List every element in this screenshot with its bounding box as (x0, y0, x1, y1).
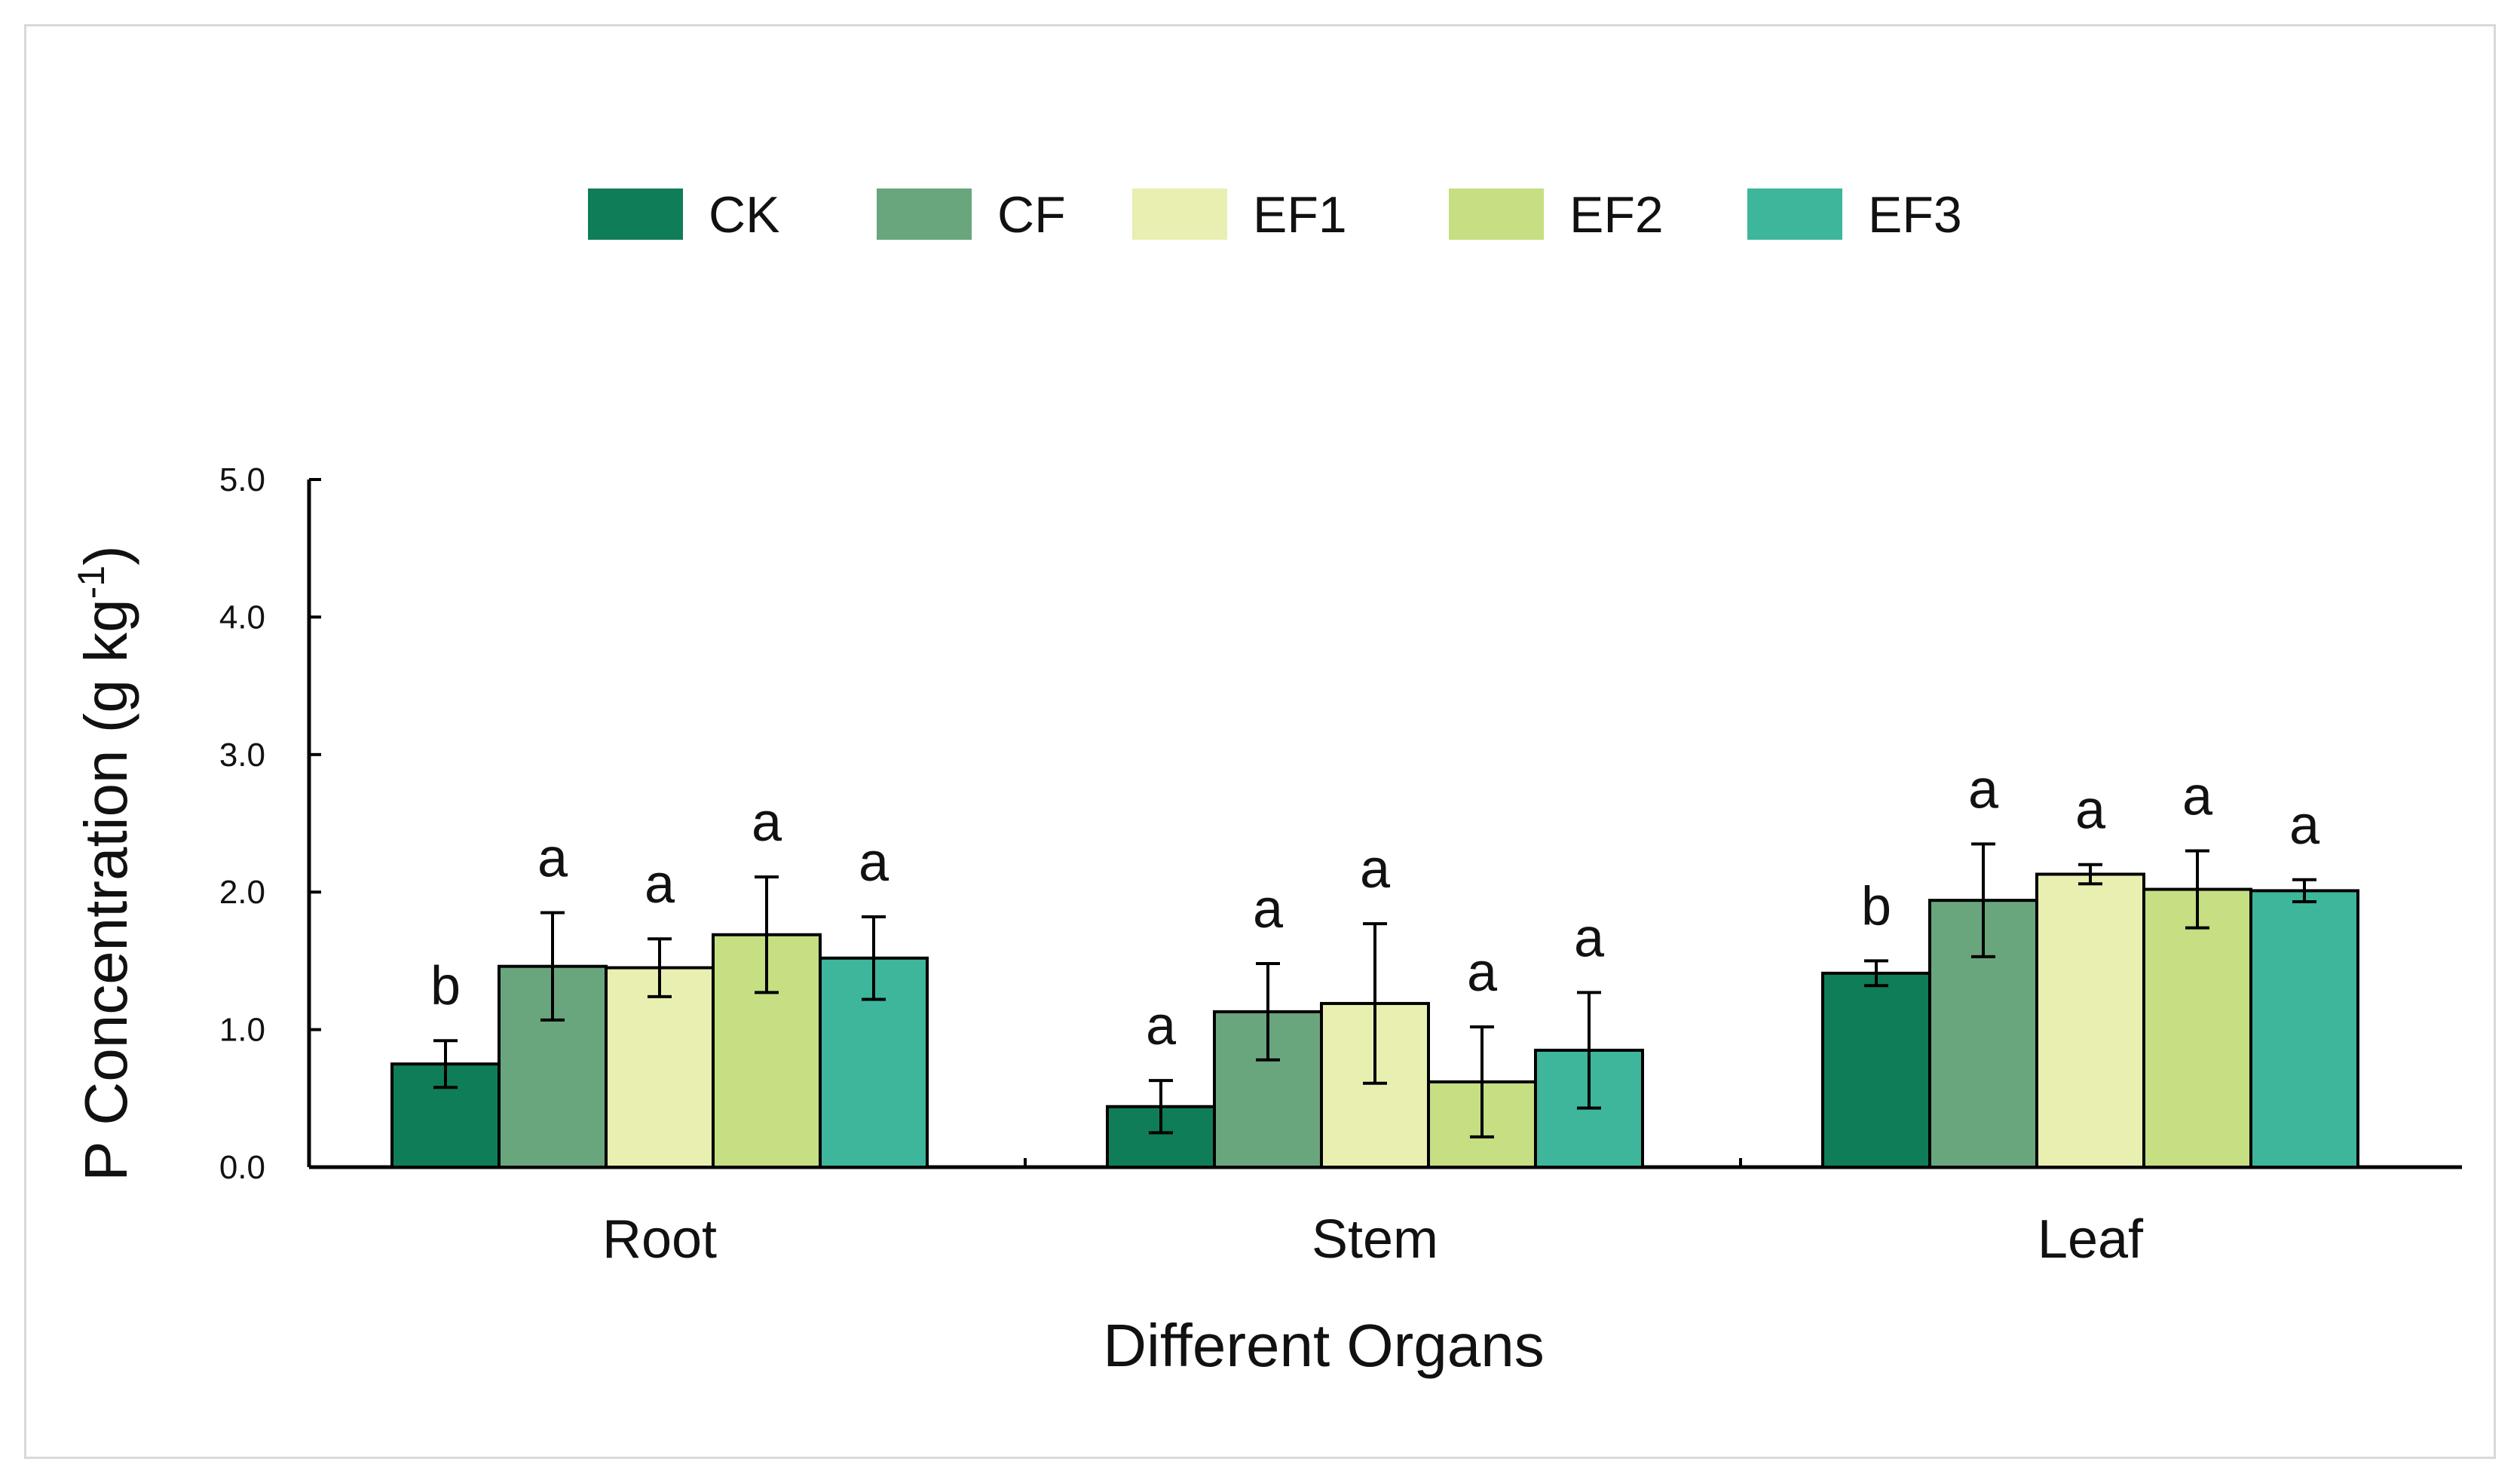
y-axis-title-superscript: -1 (70, 565, 112, 599)
legend-label: EF1 (1253, 186, 1347, 244)
x-tick-label: Leaf (2038, 1209, 2144, 1270)
bar-ef2-leaf (2142, 887, 2252, 1169)
legend-swatch (1747, 188, 1842, 240)
error-bar (2078, 863, 2102, 886)
error-bar (755, 875, 779, 994)
significance-label: a (1968, 759, 1999, 820)
error-bar (648, 937, 672, 998)
significance-label: b (1861, 876, 1891, 936)
error-bar (2292, 878, 2316, 903)
legend-item-cf: CF (877, 186, 1066, 244)
error-bar (1971, 842, 1995, 958)
x-ticks: Root Stem Leaf (602, 1158, 2144, 1270)
error-bar (433, 1039, 458, 1089)
bar-ef3-leaf (2249, 889, 2359, 1169)
legend-item-ck: CK (588, 186, 779, 244)
significance-label: a (752, 792, 782, 853)
x-axis-title: Different Organs (1103, 1312, 1544, 1379)
error-bar (862, 915, 886, 1001)
error-bar (1256, 962, 1280, 1062)
y-tick-label: 5.0 (219, 461, 265, 498)
significance-labels: b a a a a a a a a a b a a a a (430, 759, 2320, 1056)
bar-cf-root (498, 964, 608, 1169)
significance-label: a (1253, 879, 1284, 939)
error-bars (433, 842, 2316, 1138)
legend-label: EF2 (1569, 186, 1664, 244)
y-tick-label: 3.0 (219, 737, 265, 774)
significance-label: a (1574, 908, 1605, 968)
error-bar (540, 911, 565, 1022)
error-bar (1149, 1079, 1173, 1135)
legend-label: EF3 (1868, 186, 1962, 244)
bar-ck-leaf (1821, 971, 1931, 1169)
y-axis-title-close: ) (72, 545, 139, 565)
bar-ef1-leaf (2035, 872, 2145, 1169)
significance-label: a (1146, 996, 1177, 1056)
error-bar (2185, 849, 2209, 930)
significance-label: a (537, 829, 568, 889)
y-axis-title: P Concentration (g kg-1) (70, 545, 139, 1181)
legend-item-ef1: EF1 (1132, 186, 1347, 244)
significance-label: a (2289, 795, 2320, 856)
legend-label: CF (997, 186, 1066, 244)
y-tick-label: 1.0 (219, 1012, 265, 1049)
bar-ef1-root (605, 966, 715, 1169)
legend-swatch (1132, 188, 1227, 240)
legend-swatch (877, 188, 972, 240)
y-tick-label: 0.0 (219, 1149, 265, 1186)
chart-frame (24, 24, 2496, 1459)
legend-item-ef2: EF2 (1449, 186, 1664, 244)
legend-item-ef3: EF3 (1747, 186, 1962, 244)
y-tick-label: 2.0 (219, 874, 265, 911)
significance-label: a (1360, 839, 1391, 899)
x-tick-label: Root (602, 1209, 717, 1270)
significance-label: b (430, 956, 461, 1016)
x-tick-label: Stem (1312, 1209, 1438, 1270)
legend-label: CK (709, 186, 779, 244)
error-bar (1864, 959, 1888, 988)
y-ticks: 0.0 1.0 2.0 3.0 4.0 5.0 (219, 461, 321, 1186)
error-bar (1470, 1025, 1494, 1138)
significance-label: a (2075, 780, 2106, 841)
significance-label: a (2182, 766, 2213, 826)
bars (390, 872, 2359, 1169)
bar-cf-stem (1213, 1010, 1323, 1169)
significance-label: a (645, 854, 675, 915)
significance-label: a (1467, 942, 1498, 1003)
legend-swatch (1449, 188, 1544, 240)
y-tick-label: 4.0 (219, 599, 265, 636)
legend-swatch (588, 188, 683, 240)
error-bar (1363, 922, 1387, 1085)
y-axis-title-main: P Concentration (g kg (72, 599, 139, 1181)
error-bar (1577, 991, 1601, 1110)
significance-label: a (859, 832, 890, 893)
legend: CK CF EF1 EF2 EF3 (588, 186, 1962, 244)
